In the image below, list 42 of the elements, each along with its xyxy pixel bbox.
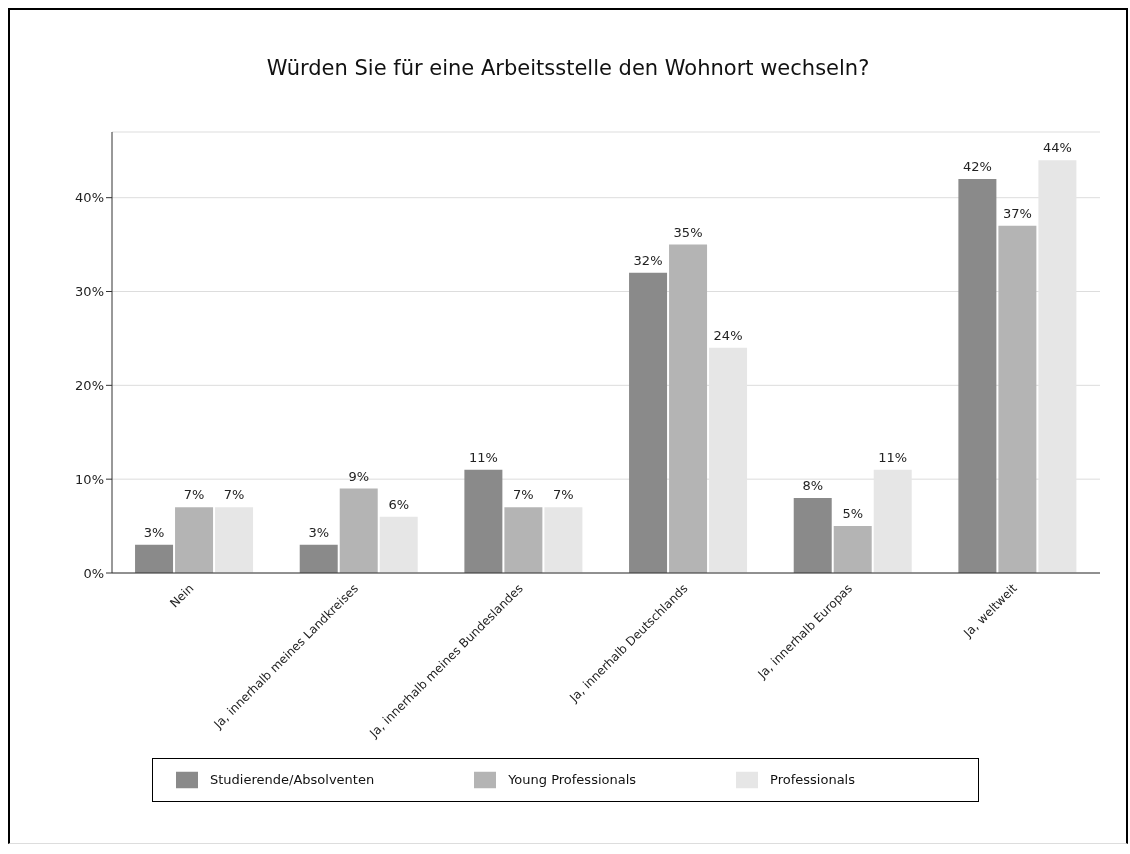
y-tick-label: 0%	[83, 565, 104, 581]
chart-title: Würden Sie für eine Arbeitsstelle den Wohnort wechseln?	[265, 56, 871, 80]
bar	[299, 544, 338, 573]
data-label: 8%	[802, 477, 824, 493]
y-tick-label: 40%	[75, 190, 104, 206]
data-label: 7%	[223, 487, 245, 503]
data-label: 5%	[842, 506, 864, 522]
data-label: 32%	[633, 252, 663, 268]
bar	[175, 507, 214, 573]
legend-label: Young Professionals	[508, 771, 637, 787]
bar	[629, 272, 668, 573]
bar	[958, 178, 997, 573]
data-label: 44%	[1042, 140, 1072, 156]
data-label: 37%	[1002, 205, 1032, 221]
bar	[793, 497, 832, 573]
data-label: 24%	[713, 327, 743, 343]
data-label: 42%	[962, 158, 992, 174]
legend-label: Professionals	[770, 771, 855, 787]
data-label: 11%	[878, 449, 908, 465]
data-label: 7%	[183, 487, 205, 503]
bar	[504, 507, 543, 573]
bar	[339, 488, 378, 573]
data-label: 6%	[388, 496, 410, 512]
bar	[215, 507, 254, 573]
data-label: 11%	[468, 449, 498, 465]
bar	[669, 244, 708, 573]
data-label: 7%	[553, 487, 574, 503]
bar	[544, 507, 583, 573]
y-tick-label: 10%	[75, 471, 104, 487]
bar	[998, 225, 1037, 573]
bar	[135, 544, 174, 573]
bar	[379, 516, 418, 573]
data-label: 7%	[513, 487, 534, 503]
data-label: 35%	[673, 224, 703, 240]
bar	[833, 526, 872, 573]
data-label: 9%	[348, 468, 370, 484]
data-label: 3%	[308, 524, 330, 540]
data-label: 3%	[143, 524, 165, 540]
legend-label: Studierende/Absolventen	[210, 771, 375, 787]
y-tick-label: 30%	[75, 284, 104, 300]
y-tick-label: 20%	[75, 377, 104, 393]
bar	[464, 469, 503, 573]
